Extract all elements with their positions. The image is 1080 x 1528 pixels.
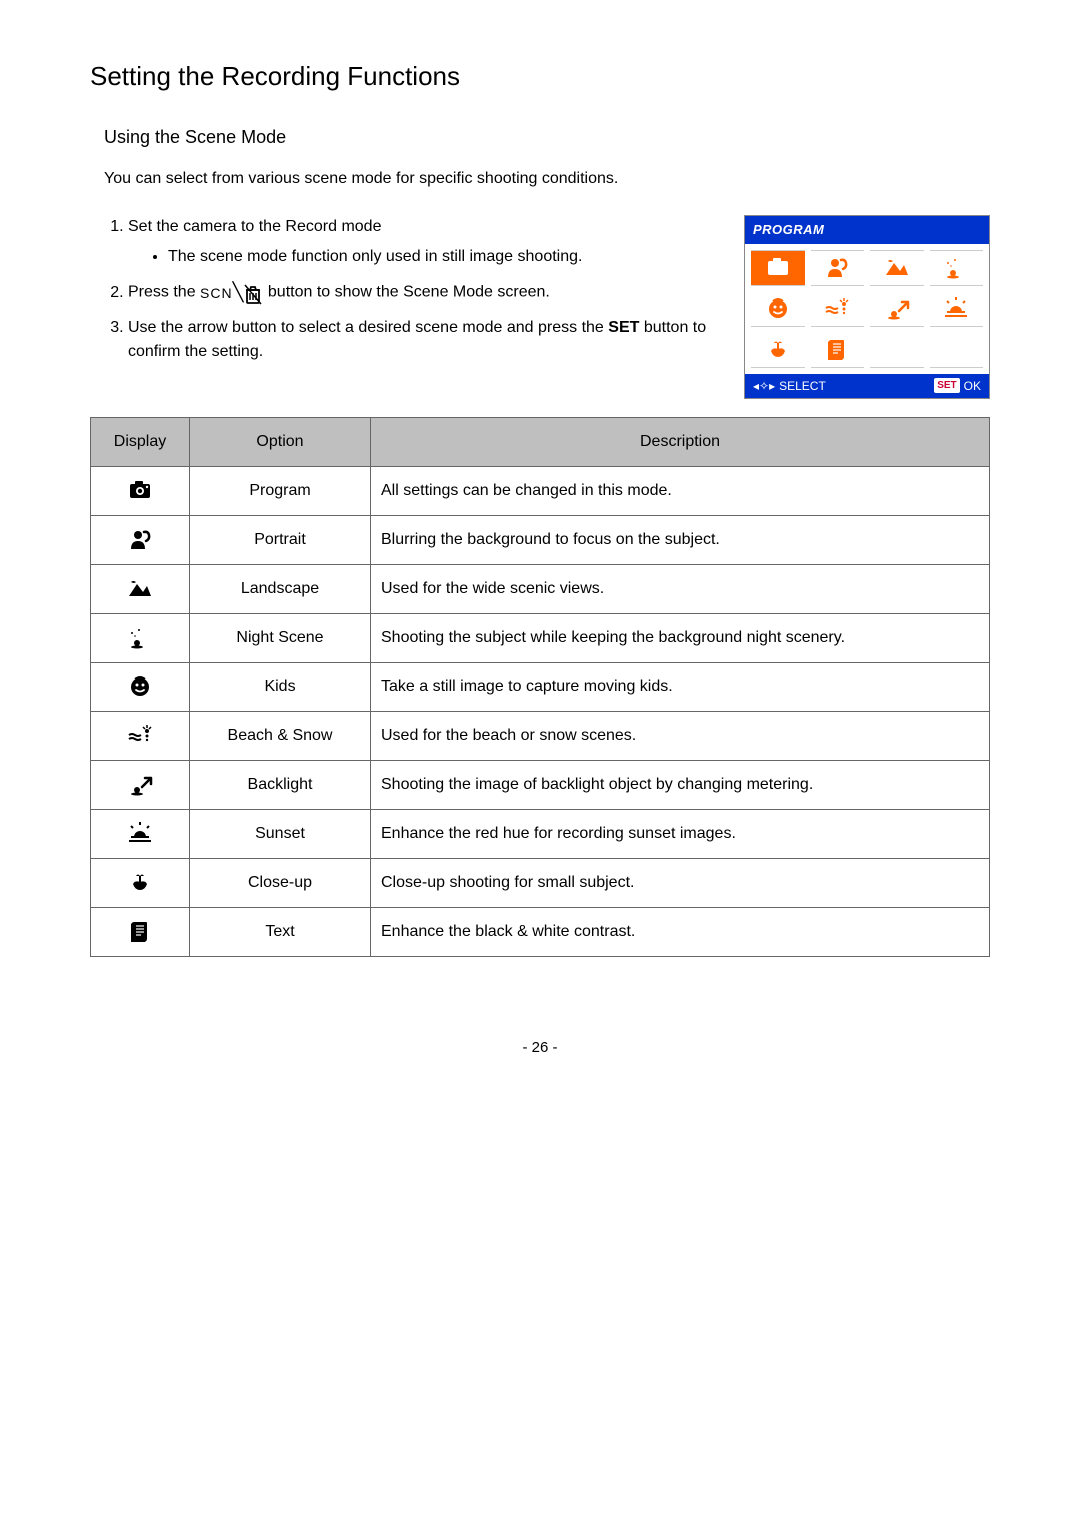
step-1-bullet: The scene mode function only used in sti… <box>168 245 724 269</box>
cell-display <box>91 564 190 613</box>
table-row: Text Enhance the black & white contrast. <box>91 907 990 956</box>
cell-display <box>91 466 190 515</box>
scene-cell-backlight[interactable] <box>870 292 924 327</box>
step-1-text: Set the camera to the Record mode <box>128 218 381 235</box>
page-number: - 26 - <box>90 1037 990 1060</box>
cell-display <box>91 760 190 809</box>
cell-display <box>91 662 190 711</box>
scene-cell-portrait[interactable] <box>811 250 865 286</box>
select-label: SELECT <box>779 377 826 395</box>
scene-table: Display Option Description Program All s… <box>90 417 990 957</box>
cell-desc: Used for the beach or snow scenes. <box>371 711 990 760</box>
cell-desc: All settings can be changed in this mode… <box>371 466 990 515</box>
cell-desc: Shooting the image of backlight object b… <box>371 760 990 809</box>
scene-cell-landscape[interactable] <box>870 250 924 286</box>
cell-option: Program <box>190 466 371 515</box>
scn-button-icon: SCN╲ <box>200 285 268 302</box>
scene-cell-program[interactable] <box>751 250 805 286</box>
cell-option: Beach & Snow <box>190 711 371 760</box>
step-2-text-a: Press the <box>128 284 200 301</box>
select-hint: ◂✧▸ SELECT <box>753 377 914 395</box>
cell-display <box>91 711 190 760</box>
ok-hint: SET OK <box>934 377 981 395</box>
scene-cell-text[interactable] <box>811 333 865 368</box>
cell-option: Text <box>190 907 371 956</box>
table-row: Beach & Snow Used for the beach or snow … <box>91 711 990 760</box>
scene-cell-empty <box>870 333 924 368</box>
table-row: Kids Take a still image to capture movin… <box>91 662 990 711</box>
cell-display <box>91 858 190 907</box>
steps-block: Set the camera to the Record mode The sc… <box>104 215 724 399</box>
dpad-icon: ◂✧▸ <box>753 377 775 395</box>
cell-display <box>91 613 190 662</box>
th-description: Description <box>371 417 990 466</box>
cell-desc: Enhance the black & white contrast. <box>371 907 990 956</box>
cell-desc: Close-up shooting for small subject. <box>371 858 990 907</box>
cell-option: Sunset <box>190 809 371 858</box>
scene-cell-sunset[interactable] <box>930 292 984 327</box>
table-row: Night Scene Shooting the subject while k… <box>91 613 990 662</box>
th-display: Display <box>91 417 190 466</box>
cell-option: Kids <box>190 662 371 711</box>
scene-cell-empty <box>930 333 984 368</box>
step-2-text-b: button to show the Scene Mode screen. <box>268 284 550 301</box>
scene-panel-header: PROGRAM <box>745 216 989 244</box>
intro-text: You can select from various scene mode f… <box>104 167 990 191</box>
cell-desc: Used for the wide scenic views. <box>371 564 990 613</box>
ok-label: OK <box>964 377 981 395</box>
scene-panel-footer: ◂✧▸ SELECT SET OK <box>745 374 989 398</box>
table-row: Sunset Enhance the red hue for recording… <box>91 809 990 858</box>
scene-mode-panel: PROGRAM ◂✧▸ SELECT <box>744 215 990 399</box>
cell-option: Portrait <box>190 515 371 564</box>
step-1: Set the camera to the Record mode The sc… <box>128 215 724 269</box>
scene-cell-night[interactable] <box>930 250 984 286</box>
cell-desc: Shooting the subject while keeping the b… <box>371 613 990 662</box>
scene-panel-body <box>745 244 989 374</box>
table-row: Portrait Blurring the background to focu… <box>91 515 990 564</box>
cell-option: Backlight <box>190 760 371 809</box>
steps-list: Set the camera to the Record mode The sc… <box>104 215 724 364</box>
set-badge: SET <box>934 378 959 393</box>
scene-cell-kids[interactable] <box>751 292 805 327</box>
scene-cell-closeup[interactable] <box>751 333 805 368</box>
page-subtitle: Using the Scene Mode <box>104 124 990 151</box>
cell-option: Night Scene <box>190 613 371 662</box>
step-2: Press the SCN╲ button to show the Scene … <box>128 279 724 306</box>
set-label: SET <box>608 319 639 336</box>
cell-display <box>91 515 190 564</box>
cell-option: Close-up <box>190 858 371 907</box>
scene-grid <box>751 250 983 368</box>
table-row: Landscape Used for the wide scenic views… <box>91 564 990 613</box>
table-row: Backlight Shooting the image of backligh… <box>91 760 990 809</box>
table-row: Close-up Close-up shooting for small sub… <box>91 858 990 907</box>
cell-option: Landscape <box>190 564 371 613</box>
step-3-text-a: Use the arrow button to select a desired… <box>128 319 608 336</box>
cell-desc: Take a still image to capture moving kid… <box>371 662 990 711</box>
cell-desc: Enhance the red hue for recording sunset… <box>371 809 990 858</box>
scene-cell-beach[interactable] <box>811 292 865 327</box>
cell-display <box>91 907 190 956</box>
step-3: Use the arrow button to select a desired… <box>128 316 724 364</box>
th-option: Option <box>190 417 371 466</box>
table-row: Program All settings can be changed in t… <box>91 466 990 515</box>
page-title: Setting the Recording Functions <box>90 57 990 96</box>
cell-display <box>91 809 190 858</box>
content-wrapper: Set the camera to the Record mode The sc… <box>104 215 990 399</box>
cell-desc: Blurring the background to focus on the … <box>371 515 990 564</box>
